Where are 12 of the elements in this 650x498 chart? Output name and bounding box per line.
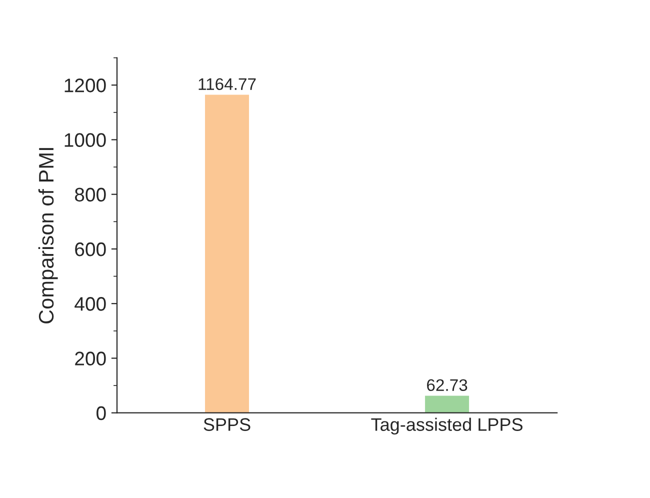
data-label: 62.73 [427, 379, 468, 392]
y-tick-label: 1000 [64, 133, 106, 147]
y-tick-label: 1200 [64, 78, 106, 92]
y-tick-label: 600 [75, 242, 106, 256]
y-axis-title: Comparison of PMI [38, 148, 58, 324]
y-tick-label: 800 [74, 188, 106, 202]
x-tick-label: Tag-assisted LPPS [371, 418, 522, 435]
data-label: 1164.77 [198, 78, 256, 90]
y-tick-label: 200 [75, 352, 106, 366]
y-tick-label: 0 [96, 406, 106, 420]
x-tick-label: SPPS [204, 418, 250, 431]
y-tick-label: 400 [74, 297, 106, 311]
